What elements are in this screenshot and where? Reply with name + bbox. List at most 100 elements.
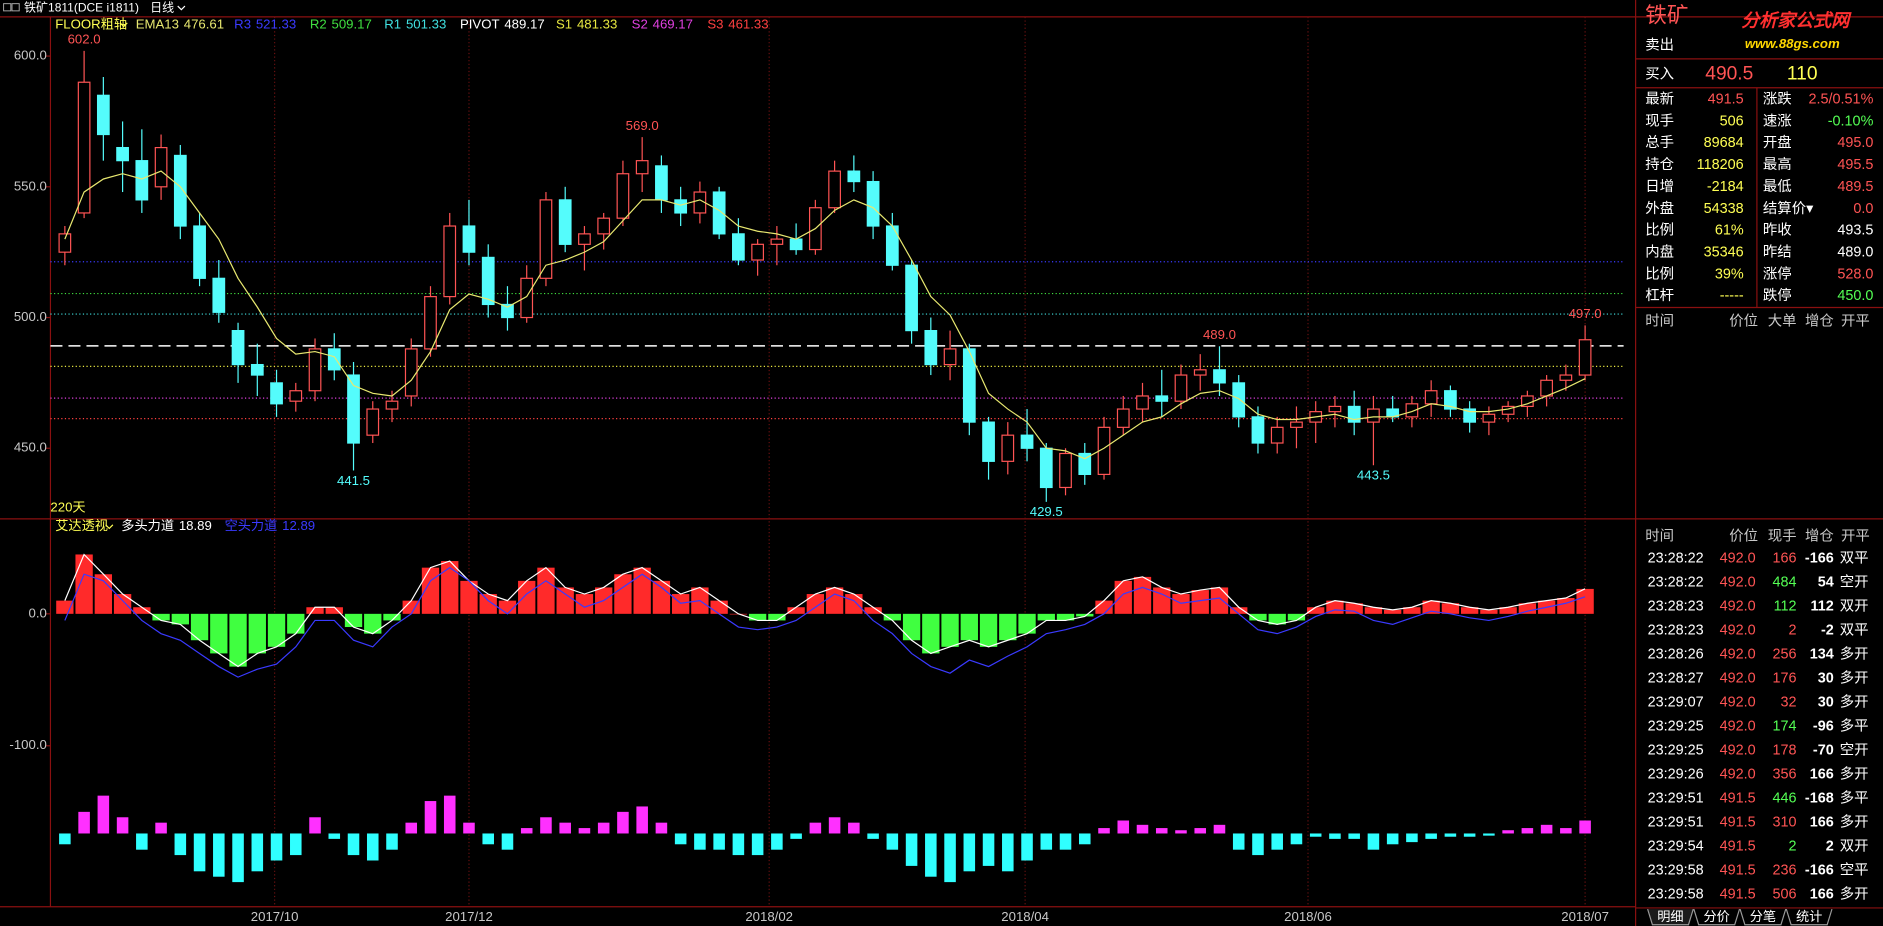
tick-price: 492.0 (1720, 718, 1756, 734)
tab[interactable]: 明细 (1657, 909, 1683, 924)
bar (193, 833, 206, 872)
text-part: 469.17 (653, 17, 693, 32)
bar (1309, 833, 1322, 837)
legend-entry: 多头力道 18.89 (121, 518, 212, 534)
legend-entry: 空头力道 12.89 (225, 519, 316, 534)
text-part: R1 (384, 17, 401, 32)
symbol[interactable]: 铁矿1811(DCE i1811) (24, 1, 139, 15)
tick-type: 多平 (1840, 717, 1869, 734)
tick-type: 双开 (1840, 837, 1869, 854)
tick-type: 多平 (1840, 789, 1869, 806)
quote-value: 2.5/0.51% (1809, 92, 1874, 108)
buy-price: 490.5 (1705, 64, 1753, 85)
period[interactable]: 日线 (150, 1, 174, 15)
period-label: 220天 (50, 500, 85, 515)
legend: FLOOR粗轴 (55, 17, 127, 32)
candle-body (905, 264, 918, 332)
bar (578, 828, 591, 834)
indicator-bar (960, 613, 978, 641)
indicator-bar (1249, 613, 1267, 621)
y-tick-label: 600.0 (14, 48, 47, 63)
candle-body (404, 348, 418, 397)
legend-entry: EMA13 476.61 (136, 17, 224, 32)
indicator-bar (999, 613, 1017, 641)
tab-outline[interactable] (1693, 908, 1741, 926)
buy-volume: 110 (1787, 64, 1818, 85)
tick-volume: 356 (1772, 766, 1796, 782)
bar (1040, 833, 1053, 850)
window-icon[interactable] (11, 3, 20, 12)
candle-body (443, 225, 457, 298)
tick-type: 双平 (1840, 621, 1869, 638)
bar (1059, 833, 1072, 850)
candle-body (327, 348, 341, 371)
tick-type: 多开 (1840, 813, 1869, 830)
bar (751, 833, 764, 856)
candle-body (1482, 413, 1496, 423)
bar (655, 822, 668, 834)
tick-time: 23:29:26 (1648, 766, 1704, 782)
candle-body (866, 180, 880, 227)
candle-body (597, 217, 611, 235)
candle-body (712, 191, 726, 235)
indicator-line (64, 553, 1586, 668)
tick-volume: 174 (1772, 718, 1796, 734)
quote-value: 450.0 (1837, 288, 1873, 304)
indicator-bar (344, 613, 363, 628)
tick-price: 492.0 (1720, 670, 1756, 686)
indicator-bar (1037, 613, 1055, 621)
tick-type: 空平 (1840, 862, 1869, 879)
candle-body (1136, 395, 1149, 410)
tab[interactable]: 统计 (1796, 909, 1822, 924)
tab[interactable]: 分价 (1703, 909, 1729, 924)
bar (501, 833, 514, 850)
indicator-bar (1460, 607, 1479, 614)
logo: 分析家公式网 (1741, 10, 1852, 30)
bar (1329, 833, 1341, 839)
tab-outline[interactable] (1647, 908, 1694, 926)
bar (636, 806, 648, 834)
candle-body (1059, 452, 1072, 489)
tick-time: 23:28:23 (1648, 598, 1704, 614)
price-annotation: 441.5 (337, 473, 370, 488)
tab-outline[interactable] (1739, 908, 1787, 926)
quote-label: 内盘 (1645, 243, 1674, 261)
text-part: S1 (556, 17, 572, 32)
price-annotation: 443.5 (1357, 468, 1390, 483)
tick-price: 491.5 (1720, 838, 1756, 854)
quote-label: 日增 (1645, 178, 1674, 195)
candle-body (1559, 374, 1573, 381)
quote-value: -2184 (1707, 179, 1744, 195)
bar (59, 833, 71, 845)
bar (1540, 824, 1553, 834)
indicator-bar (1056, 613, 1075, 621)
candle-body (501, 303, 514, 319)
candle-body (250, 363, 264, 376)
candle-body (1367, 408, 1380, 423)
text-part: 481.33 (577, 17, 617, 32)
candle-body (1290, 421, 1303, 428)
tick-change: 30 (1818, 694, 1834, 710)
candle-body (1578, 339, 1592, 376)
bar (347, 833, 360, 856)
quote-value: 491.5 (1708, 92, 1744, 108)
bar (309, 817, 321, 834)
candle-body (1039, 447, 1053, 489)
tab[interactable]: 分笔 (1750, 909, 1776, 924)
tick-change: -96 (1813, 718, 1834, 734)
indicator-bar (1345, 603, 1363, 614)
tab-outline[interactable] (1785, 908, 1833, 926)
tick-change: 30 (1818, 670, 1834, 686)
window-icon[interactable] (3, 3, 12, 12)
legend-entry: S1 481.33 (556, 17, 617, 32)
dropdown-arrow[interactable] (177, 5, 186, 11)
candle-body (982, 421, 995, 462)
bar (1213, 824, 1226, 834)
bar (1386, 833, 1399, 845)
tick-type: 空开 (1840, 573, 1869, 590)
bar (867, 833, 879, 839)
quote-label: 最高 (1763, 156, 1792, 173)
indicator-bar (1364, 607, 1383, 614)
